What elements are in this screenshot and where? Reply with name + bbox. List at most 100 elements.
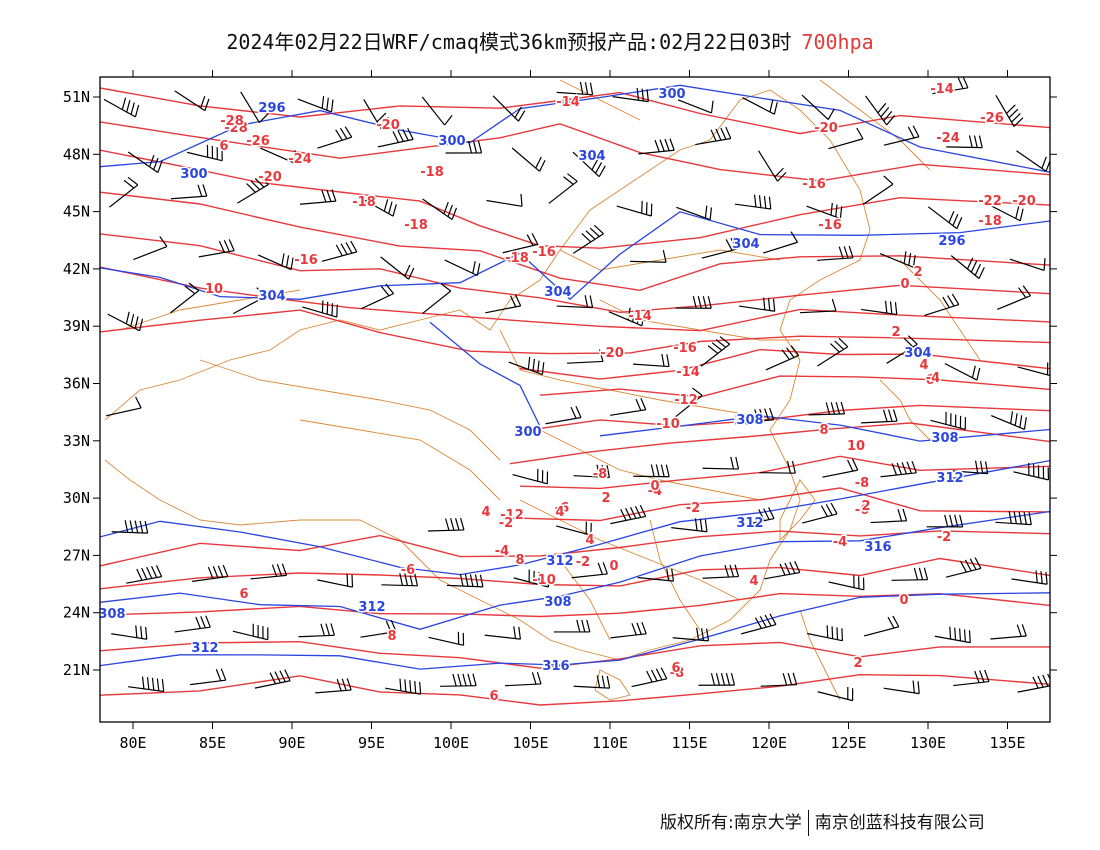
wind-barb [765,345,800,371]
lon-axis: 80E 85E 90E 95E 100E 105E 110E 115E 120E 125E 130E… [119,70,1026,752]
chart-title: 2024年02月22日WRF/cmaq模式36km预报产品:02月22日03时 7… [0,26,1100,55]
wind-barb [111,520,149,534]
temperature-isoline [100,191,1050,292]
temperature-label: -8 [593,467,607,482]
wind-barb [934,626,971,644]
wind-barb [232,623,269,641]
height-label: 308 [98,607,125,622]
temperature-label: -2 [576,555,590,570]
wind-barb [1017,673,1050,693]
wind-barb [861,300,898,316]
wind-barb [492,95,526,122]
wind-barb [254,669,291,689]
wind-barb [886,335,918,364]
title-main: 2024年02月22日WRF/cmaq模式36km预报产品:02月22日03时 [226,30,792,54]
temperature-label: 2 [891,325,900,340]
wind-barb [548,173,578,204]
boundary-line [879,379,931,441]
wind-barb [637,568,675,582]
temperature-label: -4 [926,371,940,386]
wind-barb [486,193,523,207]
temperature-label: -24 [936,131,960,146]
footer-separator [807,810,809,836]
wind-barb [444,259,481,277]
temperature-label: -4 [648,484,662,499]
boundary-line [539,429,761,501]
boundary-line [559,559,611,641]
wind-barb [363,99,392,131]
wind-barb [508,356,545,376]
temperature-label: -8 [855,476,869,491]
wind-barb [446,573,484,588]
wind-barb [616,200,653,217]
wind-barb [1011,570,1048,585]
boundary-line [519,499,741,601]
lat-tick-label: 48N [63,145,90,163]
temperature-label: -2 [686,501,700,516]
wind-barb [953,669,990,687]
wind-barb [944,363,981,381]
temperature-label: -20 [258,170,282,185]
wind-barb [105,396,142,417]
wind-barb [421,96,453,126]
wind-barb [127,676,165,693]
lon-tick-label: 110E [592,734,628,752]
wind-barb [297,95,334,113]
temperature-label: 8 [819,423,828,438]
boundary-line [104,89,871,661]
wind-barb [573,675,611,689]
temperature-label: 6 [925,373,934,388]
wind-barb [822,458,859,478]
temperature-label: -20 [1012,194,1036,209]
temperature-label: -24 [288,152,312,167]
wind-barb [302,300,338,318]
wind-barb [315,678,352,694]
wind-barb [445,140,483,154]
temperature-isoline [100,309,1050,355]
boundary-line [819,79,931,171]
copyright-footer: 版权所有:南京大学 南京创蓝科技有限公司 [660,808,985,836]
wind-barb [802,502,838,524]
wind-barb [298,623,336,638]
height-label: 316 [864,540,891,555]
wind-barb [440,673,477,687]
temperature-label: -18 [404,218,428,233]
wind-barb [1017,362,1050,377]
wind-barb [556,81,594,96]
height-label: 304 [904,346,931,361]
temperature-label: 6 [219,139,228,154]
wind-barb [321,240,358,262]
height-label: 312 [546,554,573,569]
footer-right: 南京创蓝科技有限公司 [814,813,985,833]
height-label: 316 [542,659,569,674]
height-label: 304 [732,237,759,252]
wind-barb [631,667,668,688]
temperature-label: -18 [352,195,376,210]
wind-barb [385,678,422,695]
temperature-label: -18 [505,251,529,266]
wind-barb [865,95,896,126]
height-label: 308 [931,431,958,446]
wind-barb [883,680,920,695]
wind-barb [427,517,465,532]
wind-barb [950,255,985,279]
wind-barb [807,625,844,642]
temperature-label: -16 [294,253,318,268]
temperature-label: -14 [930,82,954,97]
boundary-line [199,359,501,461]
wind-barb [764,561,801,580]
temperature-label: -14 [556,95,580,110]
wind-barb [610,398,647,416]
height-label: 300 [514,425,541,440]
temperature-label: 2 [861,499,870,514]
wind-barb [932,77,969,95]
wind-barb [571,562,608,579]
lon-tick-label: 135E [989,734,1025,752]
wind-barb [698,673,736,686]
temperature-label: -16 [532,245,556,260]
wind-barb [174,90,210,112]
wind-barb [741,613,777,635]
temperature-label: -6 [401,563,415,578]
height-label: 300 [438,134,465,149]
wind-barb [991,411,1027,430]
